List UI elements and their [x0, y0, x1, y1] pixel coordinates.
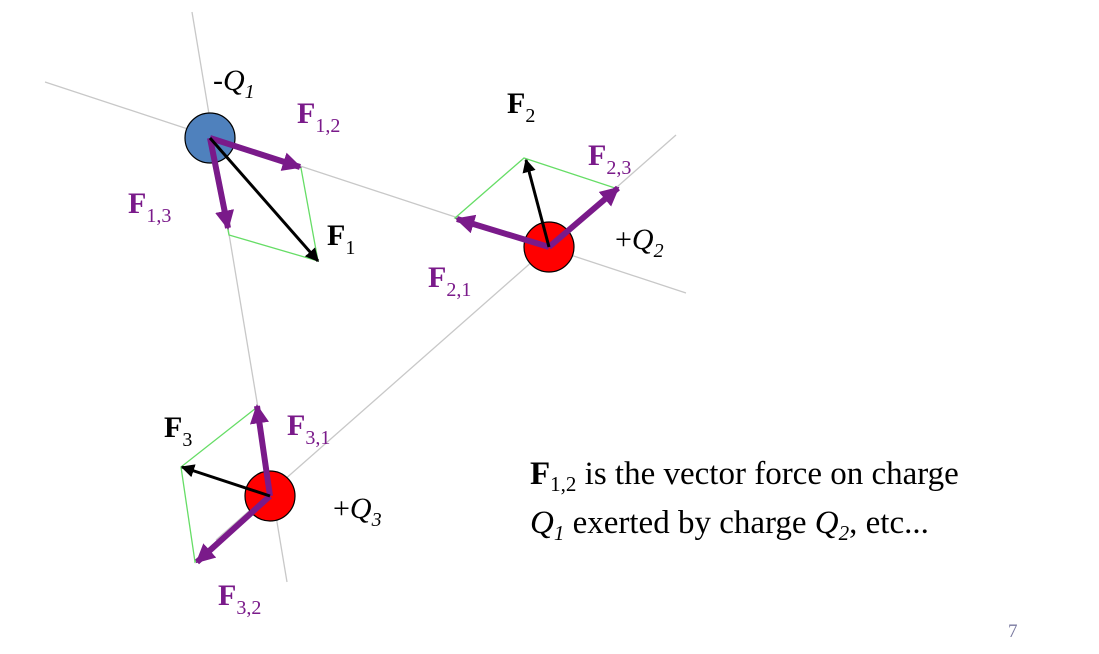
- label-charge-q3: +Q3: [333, 492, 382, 531]
- arrow-f23: [547, 185, 620, 250]
- label-f3: F3: [164, 411, 192, 451]
- label-f31: F3,1: [287, 409, 330, 449]
- label-charge-q2: +Q2: [615, 223, 664, 262]
- caption-text-3: , etc...: [849, 505, 929, 541]
- caption-q-a-sub: 1: [553, 521, 565, 545]
- arrow-f12: [209, 135, 302, 171]
- label-f2: F2: [507, 87, 535, 127]
- guide-line-q1-q2: [44, 81, 687, 294]
- arrow-f13: [207, 137, 235, 230]
- arrow-f3: [180, 464, 271, 498]
- arrow-f21: [455, 214, 550, 250]
- arrow-f2: [522, 158, 551, 248]
- label-f13: F1,3: [128, 187, 171, 227]
- caption-text-1: is the vector force on charge: [576, 456, 959, 492]
- caption-q-b-sub: 2: [838, 521, 850, 545]
- caption-text-2: exerted by charge: [564, 505, 815, 541]
- label-f23: F2,3: [588, 139, 631, 179]
- caption: F1,2 is the vector force on charge Q1 exe…: [530, 450, 1090, 548]
- arrow-f1: [208, 137, 320, 263]
- arrow-f32: [194, 493, 273, 565]
- label-f32: F3,2: [218, 579, 261, 619]
- label-charge-q1: -Q1: [213, 64, 255, 103]
- caption-q-b: Q: [814, 505, 839, 541]
- label-f12: F1,2: [297, 97, 340, 137]
- caption-force-sub: 1,2: [550, 472, 577, 496]
- caption-q-a: Q: [530, 505, 554, 541]
- caption-force-symbol: F: [530, 456, 551, 492]
- page-number: 7: [1008, 621, 1018, 642]
- label-f1: F1: [327, 219, 355, 259]
- force-component-arrows: [194, 135, 620, 565]
- net-force-arrows: [180, 137, 551, 498]
- label-f21: F2,1: [428, 261, 471, 301]
- arrow-f31: [249, 404, 273, 497]
